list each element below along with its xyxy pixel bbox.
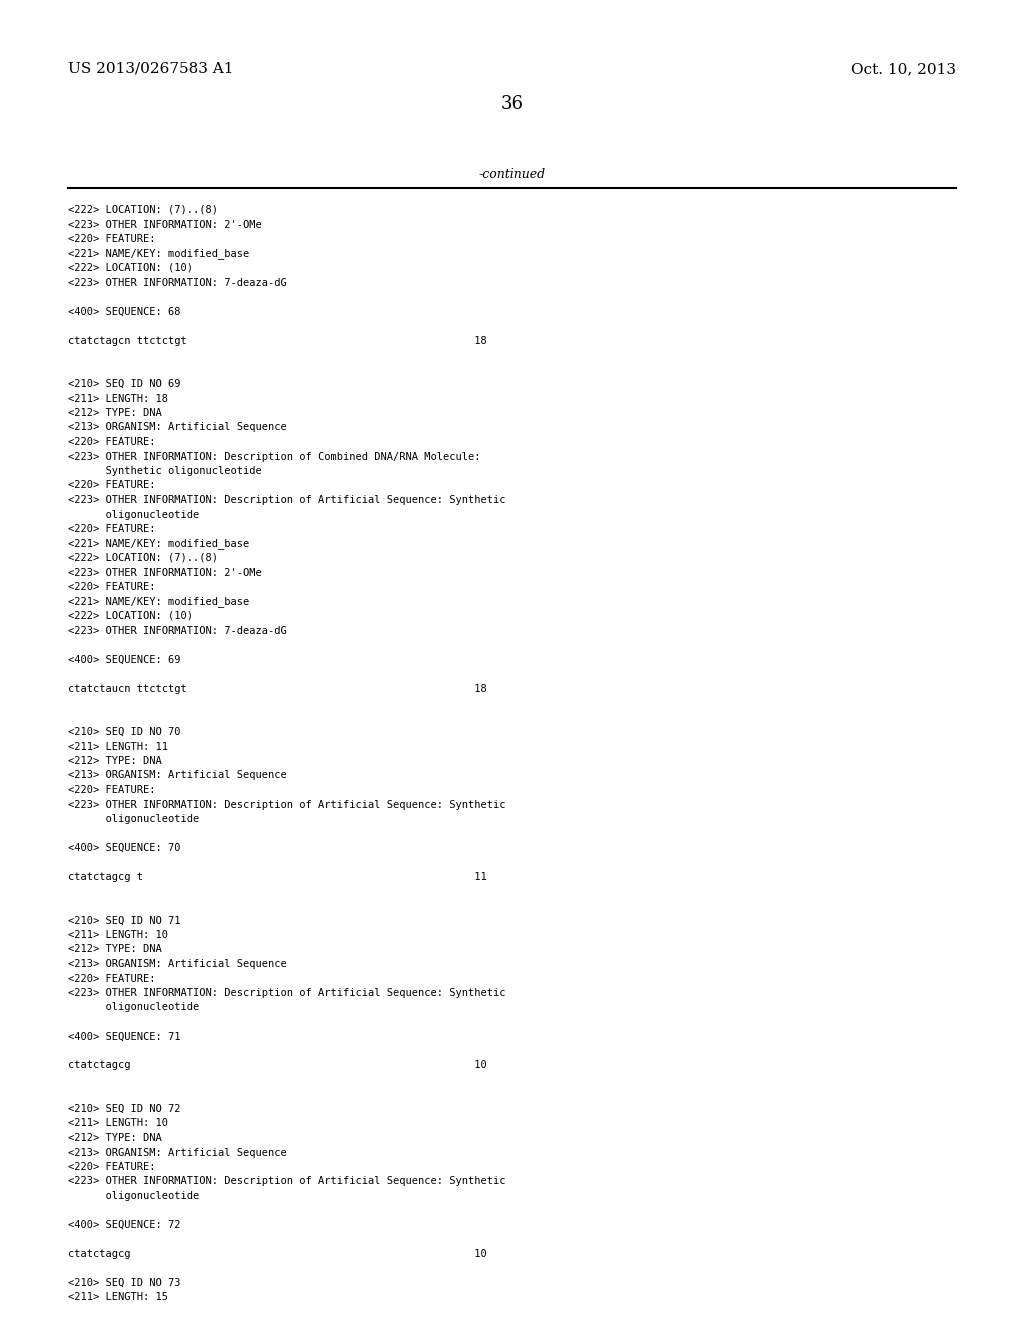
Text: <400> SEQUENCE: 70: <400> SEQUENCE: 70 — [68, 843, 180, 853]
Text: ctatctaucn ttctctgt                                              18: ctatctaucn ttctctgt 18 — [68, 684, 486, 693]
Text: <223> OTHER INFORMATION: Description of Artificial Sequence: Synthetic: <223> OTHER INFORMATION: Description of … — [68, 987, 506, 998]
Text: <223> OTHER INFORMATION: 2'-OMe: <223> OTHER INFORMATION: 2'-OMe — [68, 568, 262, 578]
Text: <212> TYPE: DNA: <212> TYPE: DNA — [68, 1133, 162, 1143]
Text: oligonucleotide: oligonucleotide — [68, 1002, 200, 1012]
Text: <210> SEQ ID NO 71: <210> SEQ ID NO 71 — [68, 916, 180, 925]
Text: <220> FEATURE:: <220> FEATURE: — [68, 785, 156, 795]
Text: <210> SEQ ID NO 73: <210> SEQ ID NO 73 — [68, 1278, 180, 1288]
Text: ctatctagcn ttctctgt                                              18: ctatctagcn ttctctgt 18 — [68, 335, 486, 346]
Text: <210> SEQ ID NO 70: <210> SEQ ID NO 70 — [68, 727, 180, 737]
Text: <223> OTHER INFORMATION: Description of Combined DNA/RNA Molecule:: <223> OTHER INFORMATION: Description of … — [68, 451, 480, 462]
Text: <223> OTHER INFORMATION: Description of Artificial Sequence: Synthetic: <223> OTHER INFORMATION: Description of … — [68, 495, 506, 506]
Text: <220> FEATURE:: <220> FEATURE: — [68, 480, 156, 491]
Text: <211> LENGTH: 10: <211> LENGTH: 10 — [68, 931, 168, 940]
Text: <223> OTHER INFORMATION: Description of Artificial Sequence: Synthetic: <223> OTHER INFORMATION: Description of … — [68, 1176, 506, 1187]
Text: <220> FEATURE:: <220> FEATURE: — [68, 1162, 156, 1172]
Text: 36: 36 — [501, 95, 523, 114]
Text: <220> FEATURE:: <220> FEATURE: — [68, 974, 156, 983]
Text: <212> TYPE: DNA: <212> TYPE: DNA — [68, 756, 162, 766]
Text: <211> LENGTH: 18: <211> LENGTH: 18 — [68, 393, 168, 404]
Text: <222> LOCATION: (10): <222> LOCATION: (10) — [68, 263, 193, 273]
Text: <400> SEQUENCE: 68: <400> SEQUENCE: 68 — [68, 306, 180, 317]
Text: US 2013/0267583 A1: US 2013/0267583 A1 — [68, 62, 233, 77]
Text: <213> ORGANISM: Artificial Sequence: <213> ORGANISM: Artificial Sequence — [68, 1147, 287, 1158]
Text: <221> NAME/KEY: modified_base: <221> NAME/KEY: modified_base — [68, 539, 249, 549]
Text: -continued: -continued — [478, 168, 546, 181]
Text: <222> LOCATION: (7)..(8): <222> LOCATION: (7)..(8) — [68, 205, 218, 215]
Text: <223> OTHER INFORMATION: 7-deaza-dG: <223> OTHER INFORMATION: 7-deaza-dG — [68, 277, 287, 288]
Text: <213> ORGANISM: Artificial Sequence: <213> ORGANISM: Artificial Sequence — [68, 422, 287, 433]
Text: <400> SEQUENCE: 72: <400> SEQUENCE: 72 — [68, 1220, 180, 1230]
Text: <210> SEQ ID NO 72: <210> SEQ ID NO 72 — [68, 1104, 180, 1114]
Text: ctatctagcg                                                       10: ctatctagcg 10 — [68, 1249, 486, 1259]
Text: oligonucleotide: oligonucleotide — [68, 1191, 200, 1201]
Text: <211> LENGTH: 10: <211> LENGTH: 10 — [68, 1118, 168, 1129]
Text: <221> NAME/KEY: modified_base: <221> NAME/KEY: modified_base — [68, 248, 249, 260]
Text: <220> FEATURE:: <220> FEATURE: — [68, 524, 156, 535]
Text: <222> LOCATION: (10): <222> LOCATION: (10) — [68, 611, 193, 620]
Text: Synthetic oligonucleotide: Synthetic oligonucleotide — [68, 466, 262, 477]
Text: ctatctagcg                                                       10: ctatctagcg 10 — [68, 1060, 486, 1071]
Text: ctatctagcg t                                                     11: ctatctagcg t 11 — [68, 873, 486, 882]
Text: <223> OTHER INFORMATION: 2'-OMe: <223> OTHER INFORMATION: 2'-OMe — [68, 219, 262, 230]
Text: <400> SEQUENCE: 71: <400> SEQUENCE: 71 — [68, 1031, 180, 1041]
Text: <211> LENGTH: 15: <211> LENGTH: 15 — [68, 1292, 168, 1303]
Text: <220> FEATURE:: <220> FEATURE: — [68, 437, 156, 447]
Text: <211> LENGTH: 11: <211> LENGTH: 11 — [68, 742, 168, 751]
Text: <213> ORGANISM: Artificial Sequence: <213> ORGANISM: Artificial Sequence — [68, 960, 287, 969]
Text: <212> TYPE: DNA: <212> TYPE: DNA — [68, 408, 162, 418]
Text: <223> OTHER INFORMATION: 7-deaza-dG: <223> OTHER INFORMATION: 7-deaza-dG — [68, 626, 287, 635]
Text: Oct. 10, 2013: Oct. 10, 2013 — [851, 62, 956, 77]
Text: oligonucleotide: oligonucleotide — [68, 814, 200, 824]
Text: <220> FEATURE:: <220> FEATURE: — [68, 582, 156, 591]
Text: <221> NAME/KEY: modified_base: <221> NAME/KEY: modified_base — [68, 597, 249, 607]
Text: oligonucleotide: oligonucleotide — [68, 510, 200, 520]
Text: <222> LOCATION: (7)..(8): <222> LOCATION: (7)..(8) — [68, 553, 218, 564]
Text: <210> SEQ ID NO 69: <210> SEQ ID NO 69 — [68, 379, 180, 389]
Text: <212> TYPE: DNA: <212> TYPE: DNA — [68, 945, 162, 954]
Text: <213> ORGANISM: Artificial Sequence: <213> ORGANISM: Artificial Sequence — [68, 771, 287, 780]
Text: <223> OTHER INFORMATION: Description of Artificial Sequence: Synthetic: <223> OTHER INFORMATION: Description of … — [68, 800, 506, 809]
Text: <400> SEQUENCE: 69: <400> SEQUENCE: 69 — [68, 655, 180, 664]
Text: <220> FEATURE:: <220> FEATURE: — [68, 234, 156, 244]
